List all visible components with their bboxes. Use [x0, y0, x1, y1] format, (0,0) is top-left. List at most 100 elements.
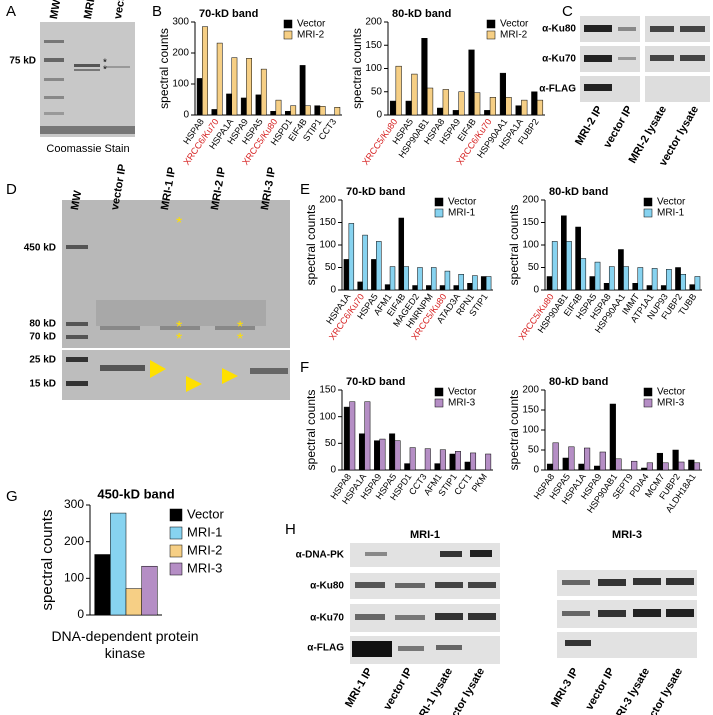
bar [255, 94, 262, 116]
bar [404, 463, 411, 471]
chart-title: 70-kD band [346, 186, 405, 198]
bar [449, 453, 456, 471]
legend-swatch [283, 19, 293, 29]
legend-label: MRI-3 [187, 560, 222, 575]
legend-swatch [434, 387, 444, 397]
bar [439, 449, 446, 471]
marker-label: 70 kD [29, 332, 56, 343]
y-tick-label: 0 [330, 465, 336, 476]
blot-h [350, 543, 697, 664]
bar [474, 92, 481, 116]
bar [439, 285, 446, 291]
y-axis-label: spectral counts [507, 205, 521, 286]
legend-swatch [643, 208, 653, 218]
bar [226, 93, 232, 116]
legend-label: MRI-3 [448, 398, 476, 409]
gel-caption: Coomassie Stain [46, 143, 129, 155]
lane-label: MW [48, 0, 63, 20]
bar [202, 26, 208, 116]
y-axis-label: spectral counts [350, 28, 364, 109]
bar [675, 267, 681, 291]
legend-swatch [486, 19, 496, 29]
bar [405, 100, 412, 116]
bar [409, 447, 416, 471]
bar [426, 285, 432, 291]
gel-a [40, 22, 135, 137]
panel-letter: F [300, 359, 309, 376]
bar [424, 448, 431, 471]
bar [470, 452, 477, 471]
y-tick-label: 100 [522, 240, 539, 251]
chart-title: 80-kD band [549, 376, 608, 388]
row-label: α-FLAG [539, 84, 576, 95]
lane-label: MRI-3 IP [549, 666, 581, 710]
legend-label: MRI-2 [187, 542, 222, 557]
lane-label: MRI-1 IP [343, 666, 375, 710]
bar [594, 261, 601, 291]
legend-label: Vector [297, 19, 326, 30]
marker-label: 25 kD [29, 355, 56, 366]
y-tick-label: 100 [365, 63, 382, 74]
bar [561, 215, 567, 291]
bar [384, 284, 391, 291]
legend-swatch [169, 526, 183, 540]
y-tick-label: 200 [522, 195, 539, 206]
legend-label: MRI-1 [187, 524, 222, 539]
bar [357, 281, 363, 291]
bar [641, 467, 648, 471]
star: * [176, 331, 182, 348]
bar [362, 234, 368, 291]
y-tick-label: 100 [172, 79, 189, 90]
y-tick-label: 100 [64, 571, 84, 585]
row-label: α-DNA-PK [296, 550, 345, 561]
y-tick-label: 0 [533, 285, 539, 296]
y-tick-label: 150 [319, 385, 336, 396]
bar [599, 451, 606, 471]
star: * [176, 215, 182, 232]
chart-title: 450-kD band [97, 486, 174, 501]
y-tick-label: 100 [319, 411, 336, 422]
bar [231, 57, 238, 116]
bar [485, 453, 492, 471]
panel-letter: G [6, 488, 18, 505]
y-tick-label: 200 [172, 48, 189, 59]
bar [455, 451, 461, 471]
lane-label: vector IP [583, 666, 617, 712]
blot-title: MRI-1 [410, 529, 440, 541]
y-tick-label: 0 [330, 285, 336, 296]
bar [651, 268, 658, 291]
y-tick-label: 50 [325, 262, 337, 273]
bar [430, 267, 437, 291]
bar [358, 433, 365, 471]
legend-swatch [169, 562, 183, 576]
bar [389, 266, 396, 291]
y-axis-label: spectral counts [304, 205, 318, 286]
bar [290, 105, 297, 116]
chart-title: 80-kD band [549, 186, 608, 198]
star: * [103, 65, 107, 76]
row-label: α-Ku70 [542, 54, 576, 65]
bar [334, 107, 341, 116]
bar [437, 107, 444, 116]
legend-label: MRI-1 [657, 208, 685, 219]
legend-label: Vector [500, 19, 529, 30]
bar [371, 259, 377, 291]
bar [672, 449, 679, 471]
y-tick-label: 300 [64, 497, 84, 511]
bar [618, 249, 624, 291]
legend-label: Vector [657, 197, 686, 208]
legend-label: MRI-2 [500, 30, 528, 41]
bar [349, 401, 356, 471]
bar [615, 458, 622, 471]
bar [110, 512, 127, 616]
bar [499, 72, 506, 116]
bar [631, 460, 638, 471]
legend-swatch [169, 508, 183, 522]
y-tick-label: 150 [365, 40, 382, 51]
legend-swatch [434, 208, 444, 218]
bar [285, 111, 291, 116]
bar [394, 440, 401, 471]
bar [536, 99, 544, 116]
row-label: α-Ku70 [310, 613, 344, 624]
